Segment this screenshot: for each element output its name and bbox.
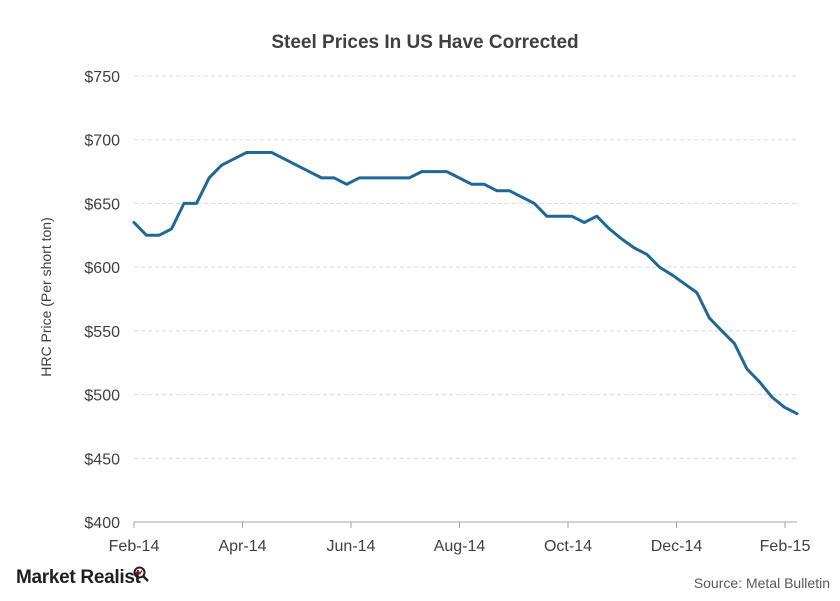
y-axis-label: HRC Price (Per short ton) [38,217,54,376]
x-tick-label: Dec-14 [651,538,703,555]
x-tick-label: Jun-14 [327,538,376,555]
gridlines [134,75,797,459]
y-tick-label: $700 [84,133,120,150]
x-tick-label: Aug-14 [434,538,486,555]
source-note: Source: Metal Bulletin [693,575,830,591]
y-tick-label: $600 [84,260,120,277]
x-tick-label: Oct-14 [544,538,592,555]
y-tick-label: $500 [84,388,120,405]
y-tick-label: $750 [84,69,120,86]
series-layer [132,151,799,416]
x-tick-label: Apr-14 [218,538,266,555]
x-tick-label: Feb-15 [760,538,811,555]
x-tick-label: Feb-14 [109,538,160,555]
y-tick-label: $400 [84,515,120,532]
magnifier-icon [133,566,149,582]
chart-title: Steel Prices In US Have Corrected [271,32,578,53]
x-axis: Feb-14 Apr-14 Jun-14 Aug-14 Oct-14 Dec-14 Feb-… [109,521,811,555]
y-tick-label: $550 [84,324,120,341]
series-line [132,151,799,416]
y-tick-labels: $400 $450 $500 $550 $600 $650 $700 $750 [84,69,120,532]
market-realist-logo: Market Realist [16,567,141,588]
y-tick-label: $650 [84,196,120,213]
y-tick-label: $450 [84,451,120,468]
